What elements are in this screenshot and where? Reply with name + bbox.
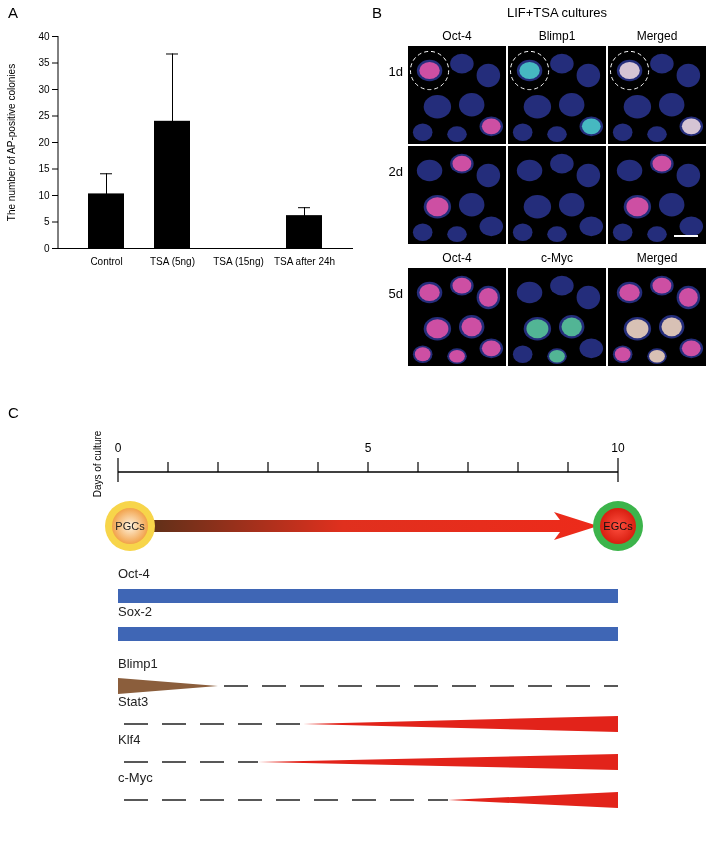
svg-text:40: 40 — [38, 31, 50, 42]
svg-text:5: 5 — [365, 441, 372, 455]
svg-text:Oct-4: Oct-4 — [118, 566, 150, 581]
svg-text:Control: Control — [90, 256, 122, 267]
svg-text:Blimp1: Blimp1 — [539, 29, 576, 43]
svg-text:15: 15 — [38, 163, 50, 174]
svg-text:TSA (5ng): TSA (5ng) — [150, 256, 195, 267]
svg-text:0: 0 — [115, 441, 122, 455]
svg-text:0: 0 — [44, 243, 50, 254]
svg-text:5d: 5d — [389, 286, 403, 301]
svg-text:5: 5 — [44, 216, 50, 227]
svg-text:10: 10 — [611, 441, 625, 455]
svg-text:PGCs: PGCs — [115, 520, 145, 532]
svg-text:The number of AP-positive colo: The number of AP-positive colonies — [6, 64, 17, 221]
svg-text:Merged: Merged — [637, 29, 678, 43]
svg-text:Merged: Merged — [637, 251, 678, 265]
svg-text:LIF+TSA cultures: LIF+TSA cultures — [507, 5, 608, 20]
svg-text:Sox-2: Sox-2 — [118, 604, 152, 619]
svg-text:c-Myc: c-Myc — [118, 770, 153, 785]
svg-text:1d: 1d — [389, 64, 403, 79]
svg-text:2d: 2d — [389, 164, 403, 179]
svg-text:EGCs: EGCs — [603, 520, 633, 532]
svg-text:Klf4: Klf4 — [118, 732, 140, 747]
svg-text:B: B — [372, 4, 382, 21]
svg-text:Blimp1: Blimp1 — [118, 656, 158, 671]
svg-text:Oct-4: Oct-4 — [442, 29, 472, 43]
svg-text:20: 20 — [38, 137, 50, 148]
svg-text:35: 35 — [38, 57, 50, 68]
svg-text:c-Myc: c-Myc — [541, 251, 573, 265]
svg-text:30: 30 — [38, 84, 50, 95]
svg-text:Days of culture: Days of culture — [92, 430, 103, 497]
svg-text:TSA (15ng): TSA (15ng) — [213, 256, 264, 267]
svg-text:Stat3: Stat3 — [118, 694, 148, 709]
svg-text:Oct-4: Oct-4 — [442, 251, 472, 265]
svg-text:A: A — [8, 4, 18, 21]
svg-text:25: 25 — [38, 110, 50, 121]
svg-text:TSA after 24h: TSA after 24h — [274, 256, 335, 267]
svg-text:10: 10 — [38, 190, 50, 201]
svg-text:C: C — [8, 404, 19, 421]
